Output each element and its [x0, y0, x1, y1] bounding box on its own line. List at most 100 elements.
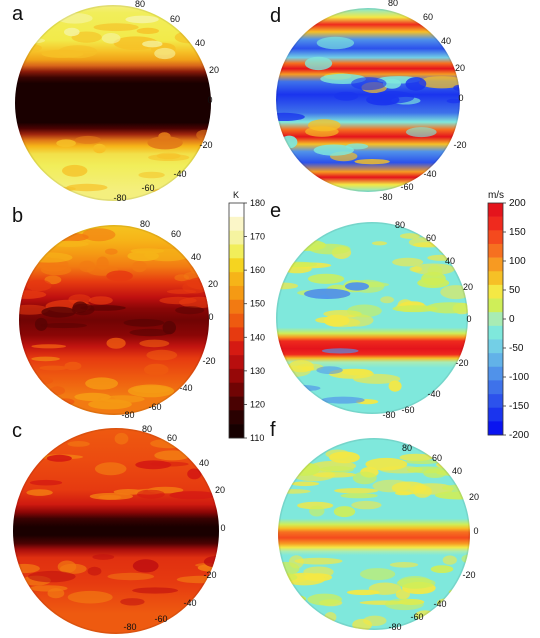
wind-colorbar: m/s 200 150 100 50 0 -50 -100 -150 -200 [487, 190, 529, 441]
latitude-label: -40 [179, 383, 192, 393]
latitude-label: -40 [173, 169, 186, 179]
panel-label-e: e [270, 200, 281, 222]
latitude-label: -60 [400, 182, 413, 192]
latitude-label: -60 [410, 612, 423, 622]
colorbar-tick-label: 50 [509, 285, 521, 296]
latitude-label: -60 [401, 405, 414, 415]
globe-e [276, 222, 468, 414]
colorbar-segment [229, 327, 244, 342]
latitude-label: 20 [208, 279, 218, 289]
latitude-label: -20 [202, 356, 215, 366]
latitude-label: 60 [170, 14, 180, 24]
latitude-label: 40 [445, 256, 455, 266]
latitude-label: 40 [441, 36, 451, 46]
colorbar-segment [488, 257, 503, 272]
latitude-label: -20 [453, 140, 466, 150]
colorbar-segment [229, 410, 244, 425]
panel-label-d: d [270, 5, 281, 27]
latitude-label: 20 [463, 282, 473, 292]
latitude-label: 60 [167, 433, 177, 443]
colorbar-frame [228, 202, 245, 439]
latitude-label: -80 [121, 410, 134, 420]
panel-c: c 80 60 40 20 0 -20 -40 -60 -80 [12, 420, 226, 634]
latitude-label: -20 [199, 140, 212, 150]
colorbar-segment [229, 230, 244, 245]
colorbar-tick-label: -200 [509, 430, 529, 441]
latitude-label: 80 [140, 219, 150, 229]
latitude-label: 20 [455, 63, 465, 73]
colorbar-segment [229, 285, 244, 301]
panel-label-b: b [12, 205, 23, 227]
colorbar-segment [488, 216, 503, 231]
colorbar-tick-label: 0 [509, 314, 515, 325]
panel-label-c: c [12, 420, 22, 442]
colorbar-segment [229, 258, 244, 273]
latitude-label: 0 [466, 314, 471, 324]
latitude-label: 60 [423, 12, 433, 22]
latitude-label: 80 [142, 424, 152, 434]
colorbar-segment [229, 216, 244, 231]
colorbar-segment [488, 298, 503, 313]
colorbar-segment [488, 203, 503, 217]
globe-d [276, 8, 460, 192]
colorbar-segment [229, 424, 244, 439]
colorbar-segment [488, 271, 503, 286]
colorbar-tick-label: -150 [509, 401, 529, 412]
colorbar-segment [488, 366, 503, 381]
colorbar-segment [229, 299, 244, 314]
colorbar-tick-label: -100 [509, 372, 529, 383]
latitude-label: -40 [433, 599, 446, 609]
latitude-label: 80 [395, 220, 405, 230]
colorbar-segment [488, 230, 503, 245]
temperature-colorbar: K 180 170 160 150 140 130 120 110 [228, 190, 265, 443]
latitude-label: -20 [203, 570, 216, 580]
latitude-label: -20 [455, 358, 468, 368]
colorbar-tick-label: 180 [250, 198, 265, 208]
latitude-label: -80 [379, 192, 392, 202]
latitude-label: 0 [473, 526, 478, 536]
latitude-label: 0 [207, 95, 212, 105]
colorbar-segment [488, 312, 503, 327]
colorbar-segment [488, 394, 503, 409]
latitude-label: 0 [208, 312, 213, 322]
latitude-label: -40 [427, 389, 440, 399]
latitude-label: -40 [183, 598, 196, 608]
colorbar-tick-label: 200 [509, 198, 526, 209]
colorbar-segment [488, 380, 503, 395]
colorbar-segment [229, 313, 244, 328]
colorbar-unit: K [233, 190, 239, 200]
latitude-label: -80 [388, 622, 401, 632]
latitude-label: 60 [432, 453, 442, 463]
latitude-label: 20 [215, 485, 225, 495]
colorbar-segment [488, 325, 503, 340]
latitude-label: 40 [191, 252, 201, 262]
latitude-label: 0 [458, 93, 463, 103]
latitude-label: -80 [382, 410, 395, 420]
panel-d: d 80 60 40 20 0 -20 -40 -60 -80 [270, 0, 467, 202]
panel-f: f 80 60 40 20 0 -20 -40 -60 -80 [270, 419, 479, 632]
colorbar-tick-label: 120 [250, 399, 265, 409]
latitude-label: -60 [154, 614, 167, 624]
colorbar-segment [488, 407, 503, 422]
colorbar-tick-label: 160 [250, 265, 265, 275]
colorbar-tick-label: 150 [509, 227, 526, 238]
latitude-label: 60 [426, 233, 436, 243]
latitude-label: 20 [469, 492, 479, 502]
latitude-label: 60 [171, 229, 181, 239]
colorbar-unit: m/s [488, 190, 504, 201]
colorbar-segment [488, 243, 503, 258]
latitude-label: 0 [220, 523, 225, 533]
latitude-label: 40 [199, 458, 209, 468]
colorbar-segment [488, 353, 503, 368]
latitude-label: 40 [452, 466, 462, 476]
colorbar-segment [488, 421, 503, 436]
colorbar-segment [229, 244, 244, 259]
latitude-label: 20 [209, 65, 219, 75]
panel-label-a: a [12, 3, 24, 25]
latitude-label: 80 [135, 0, 145, 9]
latitude-label: -20 [462, 570, 475, 580]
panel-b: b 80 60 40 20 0 -20 -40 -60 -80 [12, 205, 218, 420]
latitude-label: 80 [402, 443, 412, 453]
latitude-label: -80 [123, 622, 136, 632]
